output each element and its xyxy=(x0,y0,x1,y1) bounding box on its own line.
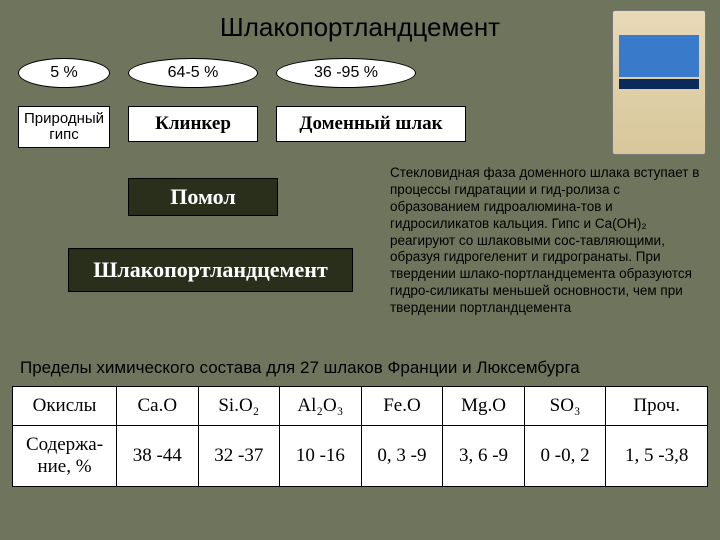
col-4: Mg.O xyxy=(443,387,525,426)
description-text: Стекловидная фаза доменного шлака вступа… xyxy=(390,165,700,317)
percent-gips: 5 % xyxy=(18,58,110,88)
col-0: Ca.O xyxy=(117,387,199,426)
label-clinker: Клинкер xyxy=(128,106,258,142)
col-5: SO₃ xyxy=(524,387,606,426)
val-4: 3, 6 -9 xyxy=(443,426,525,487)
val-3: 0, 3 -9 xyxy=(361,426,443,487)
table-caption: Пределы химического состава для 27 шлако… xyxy=(20,358,580,378)
result-box: Шлакопортландцемент xyxy=(68,248,353,292)
val-1: 32 -37 xyxy=(198,426,280,487)
cement-bag-image xyxy=(612,10,706,155)
val-2: 10 -16 xyxy=(280,426,362,487)
val-5: 0 -0, 2 xyxy=(524,426,606,487)
label-row: Природный гипс Клинкер Доменный шлак xyxy=(18,106,466,148)
row-label: Содержа-ние, % xyxy=(13,426,117,487)
val-0: 38 -44 xyxy=(117,426,199,487)
col-3: Fe.O xyxy=(361,387,443,426)
table-row: Окислы Ca.O Si.O₂ Al₂O₃ Fe.O Mg.O SO₃ Пр… xyxy=(13,387,708,426)
header-label: Окислы xyxy=(13,387,117,426)
label-gips: Природный гипс xyxy=(18,106,110,148)
percent-row: 5 % 64-5 % 36 -95 % xyxy=(18,58,416,88)
col-2: Al₂O₃ xyxy=(280,387,362,426)
percent-clinker: 64-5 % xyxy=(128,58,258,88)
composition-table: Окислы Ca.O Si.O₂ Al₂O₃ Fe.O Mg.O SO₃ Пр… xyxy=(12,386,708,487)
percent-slag: 36 -95 % xyxy=(276,58,416,88)
col-6: Проч. xyxy=(606,387,708,426)
label-slag: Доменный шлак xyxy=(276,106,466,142)
col-1: Si.O₂ xyxy=(198,387,280,426)
table-row: Содержа-ние, % 38 -44 32 -37 10 -16 0, 3… xyxy=(13,426,708,487)
val-6: 1, 5 -3,8 xyxy=(606,426,708,487)
process-pomol: Помол xyxy=(128,178,278,216)
